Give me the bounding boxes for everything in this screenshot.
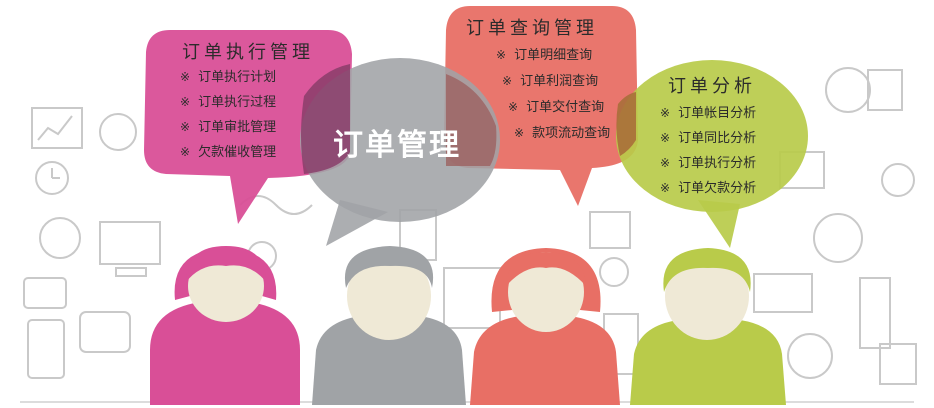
execution-title: 订单执行管理	[182, 42, 314, 63]
clock-right-doodle-icon	[599, 257, 629, 287]
chart-right-doodle-icon	[589, 211, 631, 249]
pie-chart-doodle-icon	[825, 67, 871, 113]
phone-doodle-icon	[27, 319, 65, 379]
analysis-item: ※ 订单执行分析	[660, 156, 757, 171]
mug-doodle-icon	[79, 311, 131, 353]
query-item: ※ 款项流动查询	[514, 126, 611, 141]
query-item: ※ 订单交付查询	[508, 100, 605, 115]
pound-doodle-icon	[881, 163, 915, 197]
note-doodle-icon	[867, 69, 903, 111]
analysis-item: ※ 订单帐目分析	[660, 106, 757, 121]
clock-doodle-icon	[35, 161, 69, 195]
bubble-analysis	[616, 60, 808, 248]
analysis-item: ※ 订单同比分析	[660, 131, 757, 146]
analysis-title: 订单分析	[668, 76, 756, 97]
bottle-doodle-icon	[859, 277, 891, 349]
reference-mark-icon: ※	[496, 48, 507, 62]
card-doodle-icon	[23, 277, 67, 309]
reference-mark-icon: ※	[660, 131, 671, 145]
reference-mark-icon: ※	[660, 106, 671, 120]
brain-doodle-icon	[813, 213, 863, 263]
analysis-item: ※ 订单欠款分析	[660, 181, 757, 196]
book-doodle-icon	[753, 273, 813, 313]
bar-chart-doodle-icon	[31, 107, 83, 149]
person-green	[630, 248, 786, 405]
euro-doodle-icon	[39, 217, 81, 259]
query-title: 订单查询管理	[466, 18, 598, 39]
reference-mark-icon: ※	[180, 145, 191, 159]
money-bag-doodle-icon	[787, 333, 833, 379]
overlap-tints	[301, 64, 636, 174]
person-pink	[150, 246, 300, 405]
execution-item: ※ 订单执行过程	[180, 95, 277, 110]
reference-mark-icon: ※	[502, 74, 513, 88]
execution-item: ※ 订单审批管理	[180, 120, 277, 135]
reference-mark-icon: ※	[660, 156, 671, 170]
trash-doodle-icon	[879, 343, 917, 385]
person-gray	[312, 246, 466, 405]
execution-item: ※ 欠款催收管理	[180, 145, 277, 160]
bubble-execution	[144, 30, 352, 224]
gear-doodle-icon	[99, 113, 137, 151]
person-salmon	[470, 248, 620, 405]
reference-mark-icon: ※	[508, 100, 519, 114]
query-item: ※ 订单利润查询	[502, 74, 599, 89]
reference-mark-icon: ※	[180, 70, 191, 84]
reference-mark-icon: ※	[180, 95, 191, 109]
reference-mark-icon: ※	[660, 181, 671, 195]
trend-line-doodle-icon	[37, 115, 73, 141]
reference-mark-icon: ※	[514, 126, 525, 140]
execution-item: ※ 订单执行计划	[180, 70, 277, 85]
reference-mark-icon: ※	[180, 120, 191, 134]
center-title: 订单管理	[333, 128, 461, 163]
query-item: ※ 订单明细查询	[496, 48, 593, 63]
monitor-doodle-icon	[99, 221, 161, 265]
